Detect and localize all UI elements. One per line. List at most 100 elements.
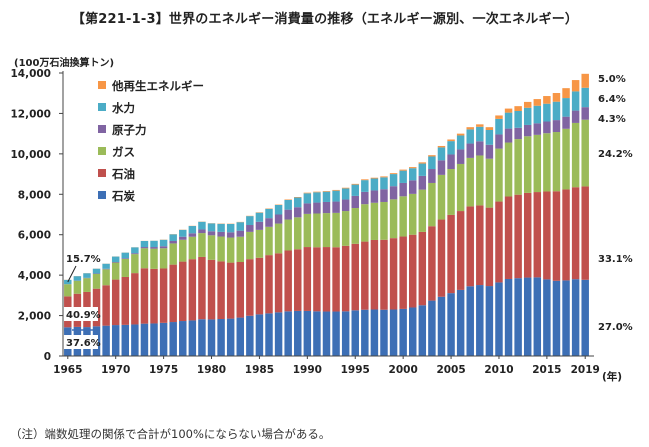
- bar-1995-水力: [351, 184, 359, 196]
- bar-1990-ガス: [303, 213, 312, 248]
- x-tick-label: 2015: [532, 364, 561, 376]
- x-tick-label: 2000: [389, 364, 418, 376]
- bar-1998-石油: [380, 239, 388, 310]
- bar-1994-石油: [341, 245, 350, 312]
- bar-2007-ガス: [466, 157, 474, 207]
- bar-2000-石炭: [399, 308, 407, 356]
- bar-2002-石油: [418, 231, 427, 306]
- bar-2015-石炭: [543, 279, 551, 356]
- bar-1976-水力: [169, 234, 177, 241]
- bar-1973-原子力: [140, 247, 149, 249]
- bar-1989-原子力: [294, 207, 302, 218]
- bar-2015-水力: [543, 103, 551, 122]
- bar-1980-ガス: [207, 235, 216, 260]
- bar-1968-水力: [92, 268, 101, 274]
- axes-group: 0 2,000 4,000 6,000 8,000 10,000 12,000 14,000 1…: [10, 68, 599, 376]
- bar-2004-水力: [437, 147, 446, 161]
- bar-1990-石油: [303, 247, 312, 311]
- bar-2017-他再生エネルギー: [562, 88, 570, 99]
- bar-2019-ガス: [581, 119, 589, 187]
- bar-1973-ガス: [140, 248, 149, 269]
- bar-1992-水力: [322, 191, 331, 202]
- share-labels: 5.0% 6.4% 4.3% 24.2% 33.1% 27.0% 15.7% 40.9% 37.…: [64, 74, 633, 349]
- bar-1996-石炭: [361, 309, 369, 356]
- bar-1974-石油: [150, 268, 158, 324]
- bar-1976-石炭: [169, 322, 177, 356]
- bar-2016-原子力: [552, 120, 561, 133]
- bar-1996-石油: [361, 241, 369, 310]
- x-tick-label: 1980: [197, 364, 226, 376]
- bar-1984-ガス: [246, 231, 254, 260]
- bar-2000-水力: [399, 170, 407, 183]
- bar-2014-ガス: [533, 134, 542, 193]
- bar-1998-原子力: [380, 189, 388, 202]
- bar-1988-石油: [284, 250, 292, 312]
- bar-1997-水力: [370, 178, 379, 191]
- bar-2011-水力: [504, 112, 513, 129]
- bar-1997-石炭: [370, 309, 379, 356]
- bar-2013-ガス: [523, 136, 532, 193]
- bar-1969-原子力: [102, 268, 110, 270]
- bar-1975-石炭: [159, 322, 168, 356]
- bar-1984-原子力: [246, 225, 254, 232]
- bar-2005-ガス: [447, 169, 455, 215]
- bar-2005-石油: [447, 214, 455, 294]
- bar-1975-原子力: [159, 246, 168, 249]
- bar-2013-原子力: [523, 124, 532, 137]
- bar-2014-石油: [533, 192, 542, 278]
- bar-1979-水力: [198, 221, 206, 230]
- bar-2012-原子力: [514, 127, 522, 140]
- bar-2014-原子力: [533, 123, 542, 135]
- share-label-水力: 6.4%: [598, 94, 626, 105]
- bar-1969-ガス: [102, 269, 110, 286]
- bar-2006-原子力: [456, 149, 465, 164]
- bar-1985-石炭: [255, 314, 264, 356]
- x-tick-label: 2010: [484, 364, 513, 376]
- bar-1987-ガス: [274, 223, 283, 254]
- bar-1977-水力: [179, 229, 187, 237]
- bar-1993-ガス: [332, 212, 340, 248]
- bar-2007-水力: [466, 129, 474, 144]
- share-1965-total: 15.7%: [66, 254, 101, 265]
- bar-2015-原子力: [543, 121, 551, 134]
- bar-1988-他再生エネルギー: [284, 199, 292, 200]
- bar-1994-ガス: [341, 211, 350, 246]
- bar-2003-ガス: [428, 182, 436, 227]
- bar-2000-ガス: [399, 196, 407, 237]
- bar-1997-原子力: [370, 190, 379, 203]
- bar-1994-他再生エネルギー: [341, 187, 350, 189]
- bar-1990-原子力: [303, 203, 312, 214]
- x-tick-label: 1965: [53, 364, 82, 376]
- bar-1996-原子力: [361, 191, 369, 205]
- bar-1973-水力: [140, 240, 149, 248]
- bar-2003-石油: [428, 226, 436, 301]
- share-label-他再生エネルギー: 5.0%: [598, 74, 626, 85]
- x-tick-label: 1970: [101, 364, 130, 376]
- bar-2016-他再生エネルギー: [552, 93, 561, 102]
- bar-1972-原子力: [131, 253, 139, 255]
- legend-label-石油: 石油: [111, 167, 135, 181]
- bar-2005-他再生エネルギー: [447, 139, 455, 142]
- bar-2016-水力: [552, 101, 561, 121]
- bar-2018-他再生エネルギー: [571, 80, 580, 92]
- share-1965-oil-bg: [64, 307, 98, 321]
- bar-1976-石油: [169, 264, 177, 323]
- bar-1978-水力: [188, 226, 197, 234]
- bar-1970-石油: [111, 279, 120, 326]
- share-1965-total-leader: [67, 265, 77, 283]
- bar-2006-水力: [456, 135, 465, 150]
- y-tick-label: 10,000: [10, 149, 51, 161]
- footnote: （注）端数処理の関係で合計が100%にならない場合がある。: [10, 427, 331, 441]
- bar-1982-ガス: [226, 237, 235, 263]
- bar-2017-ガス: [562, 128, 570, 190]
- bar-2006-石炭: [456, 289, 465, 356]
- bar-1979-原子力: [198, 229, 206, 234]
- bar-2018-ガス: [571, 122, 580, 188]
- bar-1996-ガス: [361, 204, 369, 242]
- bar-2008-他再生エネルギー: [476, 124, 484, 127]
- y-axis-unit-label: (100万石油換算トン): [14, 58, 115, 69]
- bar-1986-石炭: [265, 313, 273, 356]
- bar-1970-ガス: [111, 262, 120, 280]
- bar-2017-水力: [562, 98, 570, 117]
